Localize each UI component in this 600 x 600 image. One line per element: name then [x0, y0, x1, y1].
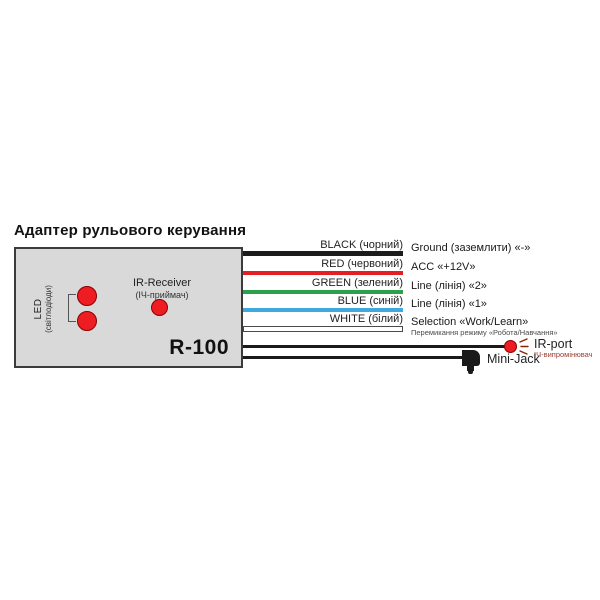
mini-jack-plug-tip-end: [468, 370, 473, 374]
ir-port-label-text: IR-port: [534, 337, 573, 351]
ir-emission-rays-icon: [519, 338, 529, 355]
wire-desc-white-subnote: Перемикання режиму «Робота/Навчання»: [411, 328, 558, 338]
ir-receiver-sublabel-text: (ІЧ-приймач): [135, 289, 189, 300]
ir-port-sublabel-text: ІЧ-випромінювач: [534, 350, 593, 360]
wire-name-black: BLACK (чорний): [320, 239, 403, 251]
wire-green: [243, 290, 403, 294]
led-indicator-2: [77, 311, 97, 331]
wire-desc-red: ACC «+12V»: [411, 261, 476, 273]
wire-desc-black: Ground (заземлити) «-»: [411, 242, 531, 254]
ir-port-label: IR-port ІЧ-випромінювач: [534, 337, 593, 360]
mini-jack-plug-icon: [462, 350, 480, 366]
led-bracket: [68, 294, 76, 322]
wire-blue: [243, 308, 403, 312]
adapter-device-box: LED (світлодіоди) IR-Receiver (ІЧ-прийма…: [14, 247, 243, 368]
wire-name-white: WHITE (білий): [329, 313, 403, 325]
led-label-text: LED: [32, 298, 44, 320]
ir-receiver-label-text: IR-Receiver: [132, 277, 192, 289]
wire-red: [243, 271, 403, 275]
wire-desc-green: Line (лінія) «2»: [411, 280, 487, 292]
led-indicator-1: [77, 286, 97, 306]
ir-receiver-sensor: [151, 299, 168, 316]
wire-desc-white-main: Selection «Work/Learn»: [411, 316, 529, 328]
ir-receiver-label: IR-Receiver (ІЧ-приймач): [106, 277, 218, 300]
led-sublabel-text: (світлодіоди): [43, 285, 53, 333]
device-model-label: R-100: [169, 336, 229, 359]
wire-desc-white: Selection «Work/Learn» Перемикання режим…: [411, 316, 558, 337]
wire-name-red: RED (червоний): [321, 258, 403, 270]
wire-white: [243, 326, 403, 332]
wire-desc-blue: Line (лінія) «1»: [411, 298, 487, 310]
ir-port-lead-wire: [243, 345, 505, 348]
ir-port-emitter-dot: [504, 340, 517, 353]
mini-jack-label: Mini-Jack: [487, 352, 540, 366]
mini-jack-lead-wire: [243, 356, 467, 359]
wire-name-green: GREEN (зелений): [311, 277, 403, 289]
wire-black: [243, 251, 403, 256]
wire-name-blue: BLUE (синій): [337, 295, 403, 307]
led-label: LED (світлодіоди): [29, 254, 57, 364]
mini-jack-plug-tip: [467, 365, 474, 371]
page-title: Адаптер рульового керування: [14, 222, 247, 239]
